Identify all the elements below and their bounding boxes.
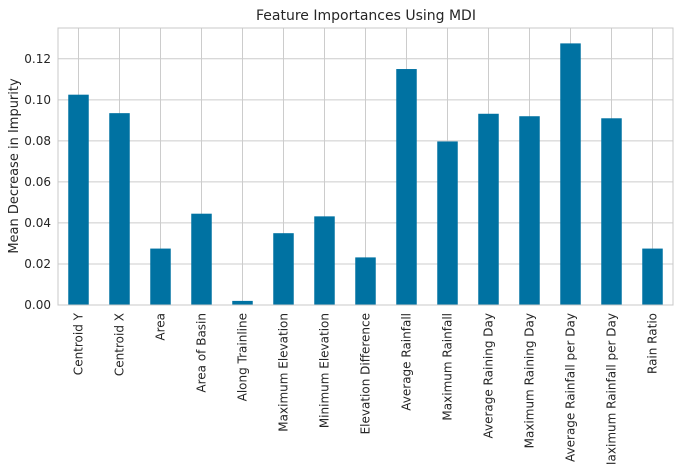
bar [68,94,89,306]
bar [601,118,622,305]
bars [68,43,663,306]
bar [150,248,171,305]
plot-frame [57,27,674,306]
bar [396,69,417,305]
y-tick-label: 0.00 [24,298,51,312]
bar [232,300,253,305]
bar [642,248,663,305]
x-tick-label: Minimum Elevation [318,313,332,428]
y-tick-label: 0.08 [24,134,51,148]
y-axis-title: Mean Decrease in Impurity [7,78,22,254]
x-tick-label: Average Rainfall per Day [564,313,578,462]
x-tick-label: Maximum Elevation [277,313,291,432]
bar [273,233,294,305]
x-tick-label: Area [154,313,168,341]
x-tick-label: Average Raining Day [482,313,496,439]
x-tick-label: Along Trainline [236,313,250,401]
bar [519,116,540,305]
y-tick-label: 0.06 [24,175,51,189]
x-tick-label: Average Rainfall [400,313,414,411]
bar [109,113,130,305]
x-tick-label: Centroid X [113,313,127,376]
y-axis-ticks: 0.00 0.02 0.04 0.06 0.08 0.10 0.12 [24,52,51,312]
bar [314,216,335,305]
x-tick-label: Area of Basin [195,313,209,393]
bar [560,43,581,306]
bar [437,141,458,305]
x-tick-label: Centroid Y [72,312,86,375]
chart-title: Feature Importances Using MDI [256,8,476,24]
bar [478,113,499,305]
y-tick-label: 0.12 [24,52,51,66]
x-tick-label: Maximum Rainfall per Day [605,313,619,464]
bar [191,213,212,305]
x-axis-ticks: Centroid Y Centroid X Area Area of Basin Alo… [72,312,660,464]
y-tick-label: 0.02 [24,257,51,271]
x-tick-label: Maximum Rainfall [441,313,455,421]
y-tick-label: 0.10 [24,93,51,107]
bar [355,257,376,305]
x-tick-label: Elevation Difference [359,313,373,434]
x-tick-label: Rain Ratio [646,313,660,374]
y-tick-label: 0.04 [24,216,51,230]
x-tick-label: Maximum Raining Day [523,313,537,448]
